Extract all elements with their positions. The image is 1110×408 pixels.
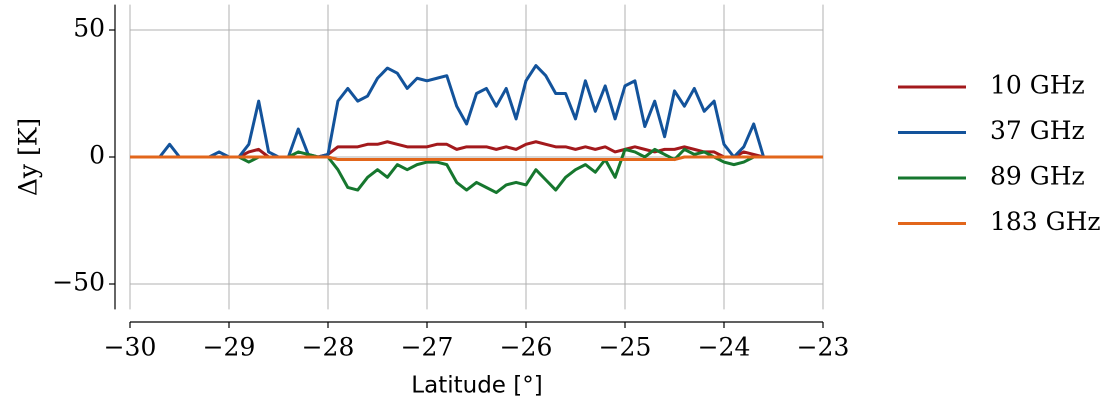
legend-label: 10 GHz	[990, 71, 1085, 100]
data-line	[130, 140, 823, 159]
legend-label: 183 GHz	[990, 207, 1101, 236]
y-tick-label: 0	[89, 141, 105, 170]
data-line	[130, 64, 823, 159]
x-tick-label: −27	[401, 333, 454, 362]
legend-label: 89 GHz	[990, 162, 1085, 191]
y-tick-label: −50	[52, 268, 105, 297]
x-tick-label: −23	[797, 333, 850, 362]
x-tick-label: −24	[698, 333, 751, 362]
x-tick-label: −25	[599, 333, 652, 362]
y-axis-label: Δy [K]	[14, 118, 43, 196]
legend-label: 37 GHz	[990, 116, 1085, 145]
y-tick-label: 50	[73, 14, 105, 43]
data-line	[130, 147, 823, 195]
x-tick-label: −26	[500, 333, 553, 362]
x-tick-label: −29	[203, 333, 256, 362]
x-tick-label: −30	[104, 333, 157, 362]
x-axis-label: Latitude [°]	[411, 373, 542, 399]
x-tick-label: −28	[302, 333, 355, 362]
data-line	[130, 155, 823, 162]
